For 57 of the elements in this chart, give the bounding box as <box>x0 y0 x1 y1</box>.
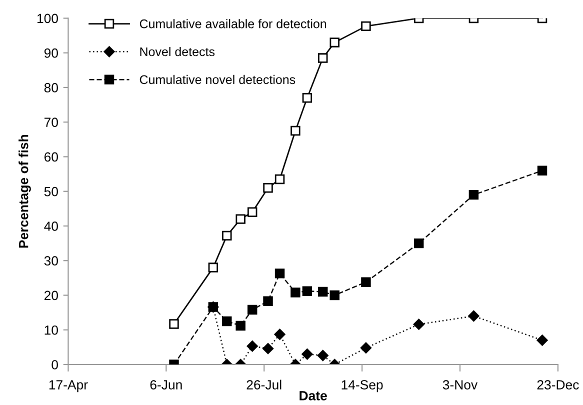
point <box>361 21 371 32</box>
point <box>290 288 300 298</box>
point <box>222 316 232 326</box>
point <box>274 174 285 184</box>
legend-label: Novel detects <box>140 46 215 56</box>
point <box>169 319 179 329</box>
y-tick-label: 20 <box>44 290 58 300</box>
point <box>247 207 258 217</box>
point <box>361 277 371 287</box>
x-tick-label: 6-Jun <box>150 380 182 390</box>
point <box>247 304 258 315</box>
x-tick-label: 14-Sep <box>342 380 383 392</box>
point <box>330 38 340 48</box>
point <box>468 310 480 322</box>
point <box>536 334 548 346</box>
point <box>302 286 312 296</box>
y-tick-label: 0 <box>52 360 58 370</box>
point <box>208 302 218 312</box>
point <box>290 126 300 136</box>
point <box>318 286 328 297</box>
point <box>302 348 313 360</box>
x-tick-label: 23-Dec <box>537 380 579 390</box>
point <box>274 268 285 278</box>
y-tick-label: 60 <box>44 152 58 162</box>
point <box>360 342 372 354</box>
point <box>468 190 479 200</box>
point <box>414 238 424 248</box>
point <box>317 350 328 362</box>
y-tick-label: 50 <box>44 186 58 196</box>
point <box>246 340 258 352</box>
point <box>222 230 232 241</box>
y-tick-label: 10 <box>44 325 58 335</box>
x-tick-label: 17-Apr <box>49 380 88 392</box>
y-tick-label: 100 <box>37 14 58 24</box>
x-axis-title: Date <box>300 391 327 400</box>
y-tick-label: 40 <box>44 222 58 231</box>
point <box>263 183 273 193</box>
point <box>236 214 246 224</box>
point <box>330 290 340 300</box>
point <box>318 53 328 63</box>
legend-label: Cumulative available for detection <box>140 19 326 28</box>
point <box>537 166 548 176</box>
y-tick-label: 80 <box>44 83 58 92</box>
point <box>208 262 218 272</box>
y-tick-label: 30 <box>44 256 58 266</box>
legend-label: Cumulative novel detections <box>140 74 296 84</box>
y-tick-label: 70 <box>44 118 58 128</box>
y-axis-title: Percentage of fish <box>18 134 31 248</box>
y-tick-label: 90 <box>44 48 58 58</box>
point <box>413 318 424 330</box>
point <box>263 296 273 306</box>
x-tick-label: 3-Nov <box>442 380 478 390</box>
point <box>236 320 246 331</box>
point <box>302 93 312 103</box>
x-tick-label: 26-Jul <box>246 380 282 390</box>
point <box>274 328 286 340</box>
point <box>262 343 274 354</box>
